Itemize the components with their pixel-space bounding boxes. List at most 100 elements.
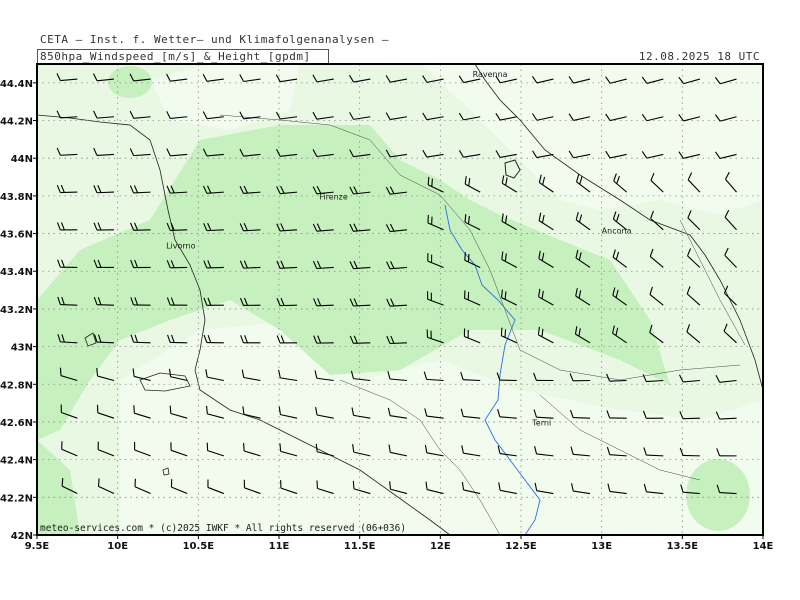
wind-barb <box>349 186 371 195</box>
wind-barb <box>458 75 481 84</box>
wind-barb <box>205 405 224 419</box>
wind-barb <box>386 298 407 307</box>
wind-barb <box>92 73 115 82</box>
wind-barb <box>606 410 627 419</box>
wind-barb <box>605 113 627 122</box>
wind-barb <box>350 370 371 382</box>
wind-barb <box>386 261 407 270</box>
wind-barb <box>129 110 151 119</box>
wind-barb <box>460 408 481 419</box>
wind-barb <box>351 407 371 419</box>
wind-barb <box>349 223 371 232</box>
wind-barb <box>93 110 115 119</box>
wind-barb <box>57 259 78 269</box>
map-field: Ravenna Firenze Livorno Ancona Terni <box>37 64 763 535</box>
wind-barb <box>96 404 115 419</box>
wind-barb <box>612 325 627 344</box>
wind-barb <box>386 335 407 345</box>
regional-border-north <box>219 114 741 381</box>
wind-barb <box>424 408 444 419</box>
wind-barb <box>422 149 444 158</box>
wind-barb <box>641 151 664 159</box>
wind-barb <box>641 113 664 122</box>
wind-barb <box>279 443 298 457</box>
y-tick-label: 42.8N <box>0 380 33 391</box>
wind-barb <box>497 409 517 419</box>
wind-barb <box>679 374 700 383</box>
wind-barb <box>166 297 188 306</box>
wind-barb <box>605 76 627 84</box>
wind-barb <box>534 446 554 457</box>
wind-barb <box>275 74 298 83</box>
san-marino-outline <box>504 159 521 179</box>
strong-wind-band <box>37 125 670 440</box>
wind-barb <box>276 223 298 232</box>
wind-barb <box>538 288 554 306</box>
wind-barb <box>315 443 334 457</box>
wind-barb <box>129 73 151 82</box>
wind-barb <box>349 260 371 270</box>
wind-barb <box>715 151 737 159</box>
wind-barb <box>612 249 628 268</box>
x-tick-label: 12.5E <box>505 541 537 552</box>
wind-barb <box>387 407 408 419</box>
wind-barb <box>461 445 481 457</box>
strong-wind-spot-north <box>108 66 152 98</box>
wind-barb <box>643 447 664 457</box>
wind-barb <box>679 411 700 420</box>
wind-barb <box>495 112 517 121</box>
wind-barb <box>575 212 591 231</box>
wind-barb <box>385 223 407 233</box>
wind-barb <box>312 149 334 158</box>
wind-barb <box>385 149 408 158</box>
wind-barb <box>276 335 298 344</box>
wind-barb <box>130 334 151 344</box>
wind-barb <box>461 481 481 495</box>
wind-barb <box>643 483 664 495</box>
y-tick-label: 42.2N <box>0 493 33 504</box>
wind-barb <box>715 374 737 383</box>
wind-barb <box>723 323 737 344</box>
wind-barb <box>133 405 151 419</box>
y-tick-label: 43.6N <box>0 230 33 241</box>
wind-barb <box>424 444 444 457</box>
wind-barb <box>388 444 408 457</box>
wind-barb <box>497 445 517 457</box>
wind-barb <box>166 148 188 157</box>
wind-barb <box>532 113 554 121</box>
wind-barb <box>280 480 298 495</box>
wind-barb <box>501 175 518 193</box>
y-tick-label: 42.6N <box>0 418 33 429</box>
wind-barb <box>531 75 554 84</box>
adriatic-coastline <box>474 64 763 391</box>
wind-barb <box>349 112 371 120</box>
wind-barb <box>349 335 371 344</box>
wind-barb <box>275 111 298 120</box>
wind-barb <box>278 369 298 382</box>
wind-barb <box>134 441 151 457</box>
city-label-ravenna: Ravenna <box>473 70 508 79</box>
wind-barb <box>678 114 701 122</box>
wind-barb <box>607 483 627 495</box>
light-wind-zone-northwest <box>150 64 300 130</box>
wind-barb <box>202 74 224 82</box>
wind-barb <box>427 214 444 231</box>
wind-barb <box>463 328 481 344</box>
wind-barb <box>422 112 444 121</box>
wind-barb <box>202 148 224 157</box>
wind-barb <box>130 297 151 306</box>
wind-barb <box>57 296 78 306</box>
wind-barb <box>166 222 188 231</box>
wind-barb <box>501 289 518 306</box>
wind-barb <box>464 176 481 193</box>
wind-barb <box>57 334 78 344</box>
y-tick-label: 43.4N <box>0 267 33 278</box>
wind-barb <box>167 334 188 344</box>
wind-barb <box>724 247 737 268</box>
wind-barb <box>349 74 371 83</box>
wind-barb <box>239 185 261 195</box>
wind-barb <box>130 222 151 231</box>
wind-barb <box>239 260 261 269</box>
wind-barb <box>385 75 408 83</box>
island-elba <box>139 372 191 392</box>
